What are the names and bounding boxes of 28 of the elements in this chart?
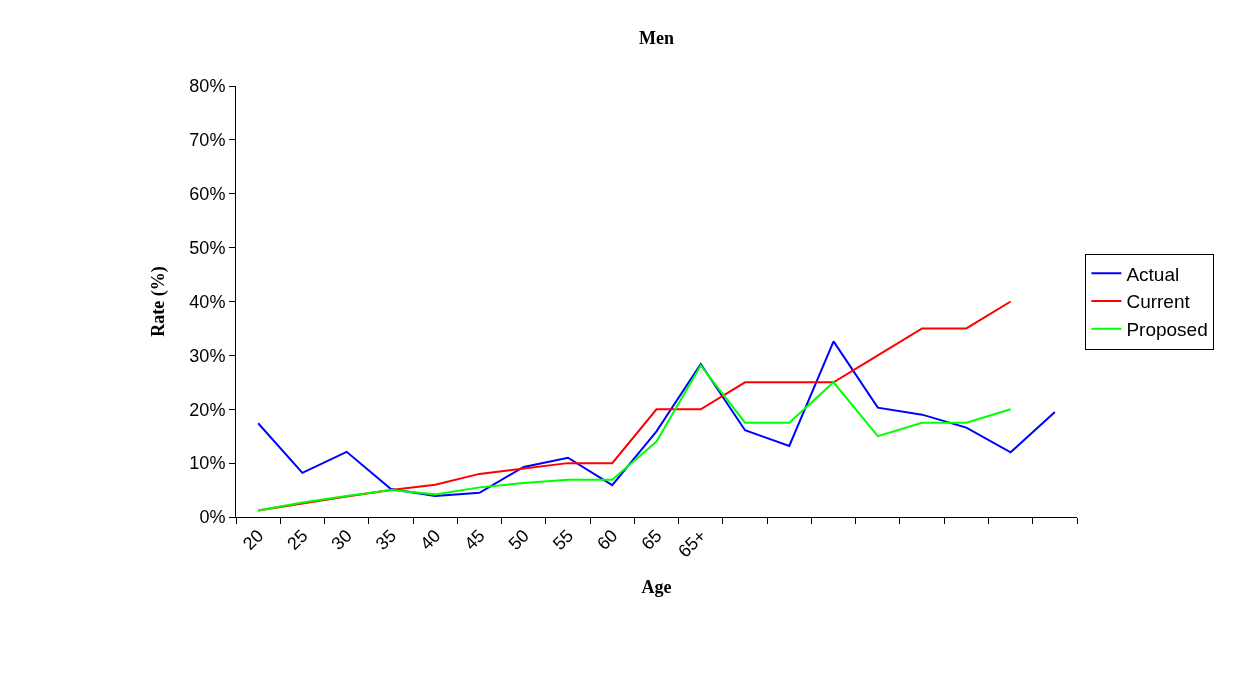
x-tick-label: 60 [593, 525, 622, 554]
x-tick-label: 40 [416, 525, 445, 554]
legend-label: Current [1126, 291, 1191, 313]
line-series [257, 364, 1012, 512]
y-tick-label: 60% [189, 184, 226, 205]
x-tick-label: 50 [504, 525, 533, 554]
y-tick-label: 0% [199, 507, 226, 528]
x-tick-label: 20 [239, 525, 268, 554]
x-tick-label: 65 [637, 525, 666, 554]
line-series [257, 340, 1056, 497]
legend-label: Proposed [1126, 319, 1208, 341]
chart-title: Men [639, 27, 674, 48]
x-tick-label: 35 [371, 525, 401, 554]
legend-label: Actual [1126, 263, 1180, 285]
x-axis-title: Age [641, 577, 672, 598]
x-tick-label: 25 [283, 525, 312, 554]
y-tick-label: 40% [189, 291, 226, 312]
x-tick-label: 55 [548, 525, 578, 554]
y-axis-title: Rate (%) [147, 266, 169, 337]
y-tick-label: 30% [189, 345, 226, 366]
x-tick-label: 30 [327, 525, 356, 554]
y-tick-label: 20% [189, 399, 226, 420]
x-tick-label: 45 [460, 525, 489, 554]
y-tick-label: 50% [189, 237, 226, 258]
x-tick-label: 65+ [674, 525, 710, 562]
y-tick-label: 80% [189, 76, 226, 97]
y-tick-label: 10% [189, 453, 226, 474]
y-tick-label: 70% [189, 130, 226, 151]
